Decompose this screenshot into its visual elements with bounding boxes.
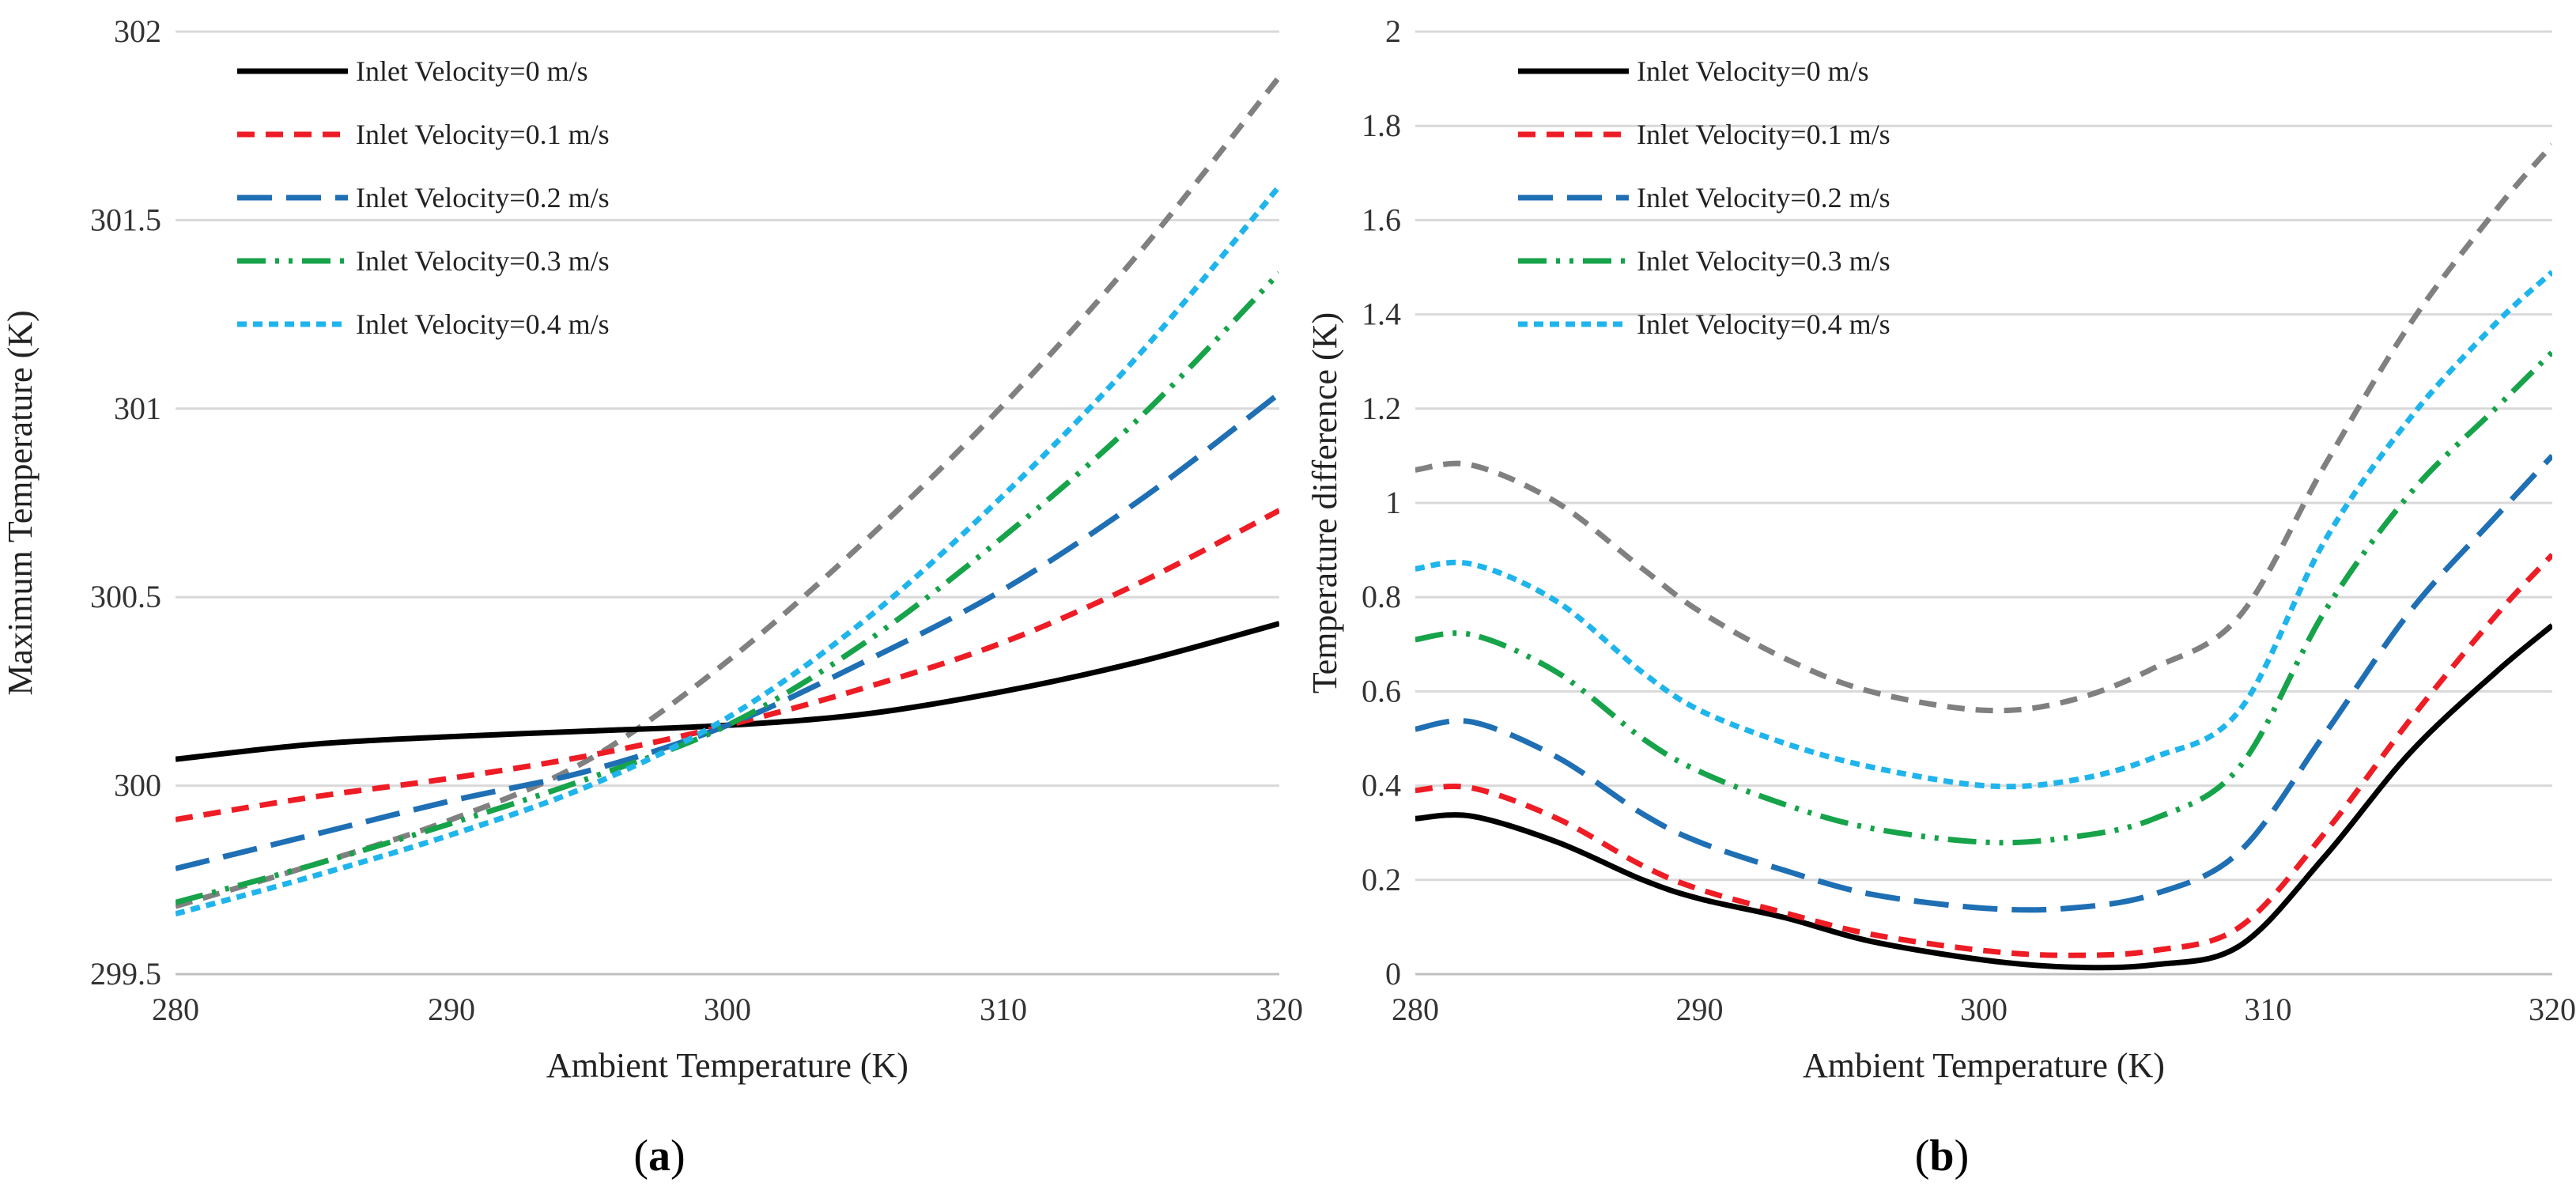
series-line xyxy=(176,75,1279,909)
y-tick-label: 0 xyxy=(1385,956,1401,992)
chart-panel-a: 299.5 300 300.5 301 301.5 302 280 290 300 310 320 A… xyxy=(1,13,1303,1085)
legend-label: Inlet Velocity=0.1 m/s xyxy=(1637,119,1890,150)
legend: Inlet Velocity=0 m/s Inlet Velocity=0.1 m… xyxy=(237,55,610,340)
legend-label: Inlet Velocity=0 m/s xyxy=(1637,55,1869,87)
series-line xyxy=(176,391,1279,871)
x-axis-title: Ambient Temperature (K) xyxy=(1803,1046,2165,1085)
x-tick-label: 290 xyxy=(1676,992,1724,1027)
legend-label: Inlet Velocity=0.4 m/s xyxy=(356,308,610,340)
y-tick-label: 300 xyxy=(114,768,161,803)
series-group xyxy=(1415,142,2552,971)
legend-label: Inlet Velocity=0.4 m/s xyxy=(1637,308,1890,340)
x-tick-label: 300 xyxy=(1960,992,2008,1027)
legend: Inlet Velocity=0 m/s Inlet Velocity=0.1 m… xyxy=(1518,55,1890,340)
panel-label-a: (a) xyxy=(633,1131,685,1181)
x-tick-label: 290 xyxy=(428,992,475,1027)
series-line xyxy=(176,270,1279,905)
x-tick-label: 320 xyxy=(1256,992,1303,1027)
legend-label: Inlet Velocity=0.2 m/s xyxy=(356,182,610,213)
x-tick-label: 310 xyxy=(980,992,1027,1027)
x-tick-label: 300 xyxy=(704,992,751,1027)
series-line xyxy=(1415,454,2552,913)
panel-label-b: (b) xyxy=(1915,1131,1969,1181)
y-tick-label: 0.6 xyxy=(1362,673,1401,708)
y-tick-label: 0.2 xyxy=(1362,862,1401,897)
y-tick-label: 1.8 xyxy=(1362,108,1401,143)
y-tick-label: 300.5 xyxy=(90,579,161,614)
y-tick-label: 299.5 xyxy=(90,956,161,992)
y-tick-label: 1.6 xyxy=(1362,202,1401,237)
series-line xyxy=(176,508,1279,822)
series-line xyxy=(176,184,1279,917)
y-tick-label: 1.4 xyxy=(1362,297,1401,332)
x-axis-title: Ambient Temperature (K) xyxy=(546,1046,908,1085)
legend-label: Inlet Velocity=0.2 m/s xyxy=(1637,182,1890,213)
y-tick-label: 301 xyxy=(114,391,161,426)
y-tick-label: 302 xyxy=(114,13,161,49)
series-group xyxy=(176,75,1279,917)
legend-label: Inlet Velocity=0.3 m/s xyxy=(1637,245,1890,277)
series-line xyxy=(176,621,1279,762)
legend-label: Inlet Velocity=0.1 m/s xyxy=(356,119,610,150)
y-tick-label: 301.5 xyxy=(90,202,161,237)
series-line xyxy=(1415,349,2552,846)
y-tick-label: 1.2 xyxy=(1362,391,1401,426)
x-tick-label: 320 xyxy=(2529,992,2576,1027)
y-tick-label: 0.8 xyxy=(1362,579,1401,614)
x-tick-label: 280 xyxy=(1392,992,1439,1027)
y-axis-title: Temperature difference (K) xyxy=(1305,312,1344,693)
chart-panel-b: 0 0.2 0.4 0.6 0.8 1 1.2 1.4 1.6 1.8 2 280 290 300 310 3… xyxy=(1305,13,2576,1085)
x-tick-label: 280 xyxy=(152,992,199,1027)
y-tick-label: 2 xyxy=(1385,13,1401,49)
y-axis-title: Maximum Temperature (K) xyxy=(1,310,40,695)
series-line xyxy=(1415,142,2552,714)
series-line xyxy=(1415,623,2552,971)
y-tick-label: 1 xyxy=(1385,485,1401,520)
x-tick-label: 310 xyxy=(2245,992,2292,1027)
series-line xyxy=(1415,553,2552,958)
y-tick-label: 0.4 xyxy=(1362,768,1401,803)
legend-label: Inlet Velocity=0.3 m/s xyxy=(356,245,610,277)
legend-label: Inlet Velocity=0 m/s xyxy=(356,55,588,87)
